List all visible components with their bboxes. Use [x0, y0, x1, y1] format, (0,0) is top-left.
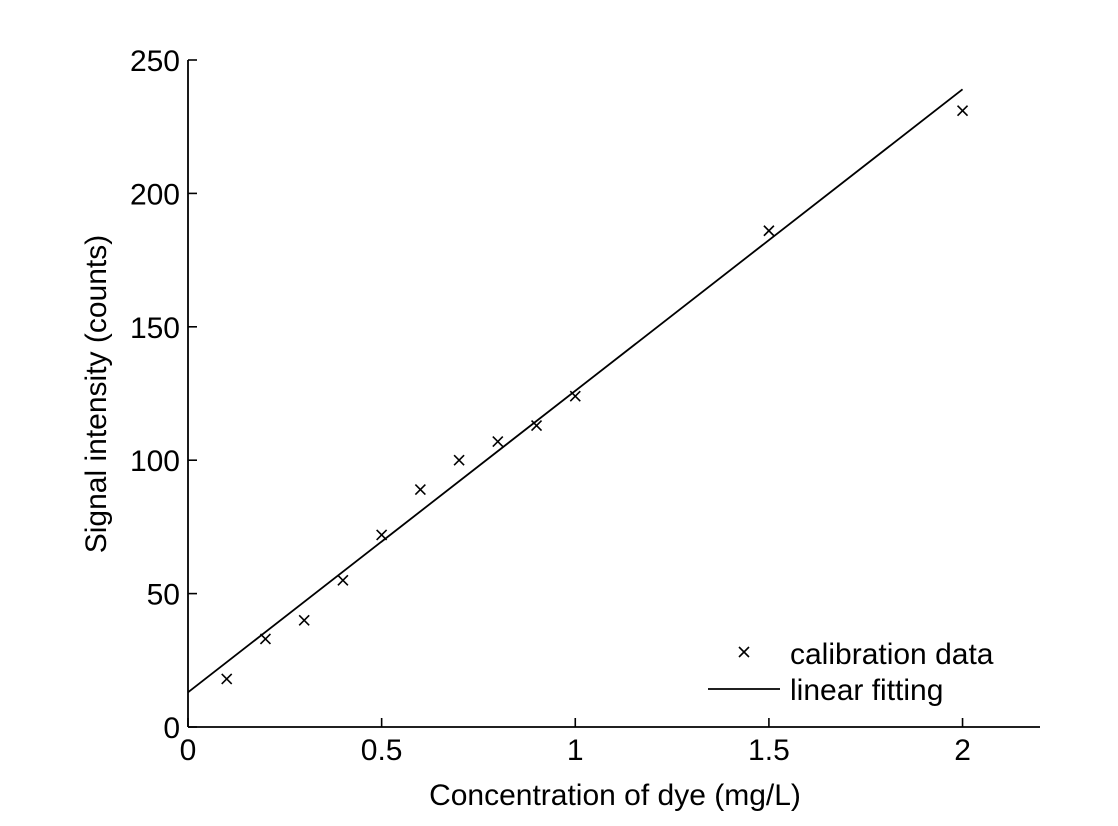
calibration-data-point: [492, 435, 504, 448]
legend-label-calibration-data: calibration data: [790, 638, 994, 671]
legend-marker-calibration-data: [738, 646, 750, 658]
x-tick-label: 0.5: [361, 734, 403, 767]
calibration-data-point: [298, 614, 310, 626]
calibration-data-point: [763, 225, 775, 237]
point-stroke: [530, 419, 543, 432]
point-stroke: [259, 633, 272, 645]
point-stroke: [569, 390, 581, 402]
y-axis-title: Signal intensity (counts): [80, 235, 113, 554]
y-tick-label: 150: [130, 312, 180, 345]
x-axis-title: Concentration of dye (mg/L): [429, 779, 801, 812]
calibration-data-point: [221, 673, 233, 685]
data-points: [221, 105, 969, 685]
calibration-data-point: [337, 574, 349, 586]
calibration-data-point: [530, 419, 543, 432]
x-tick-label: 1.5: [748, 734, 790, 767]
point-stroke: [298, 614, 310, 626]
calibration-data-point: [414, 483, 426, 496]
fit-line-layer: [187, 88, 964, 694]
y-tick-label: 50: [147, 579, 180, 612]
calibration-data-point: [569, 390, 581, 402]
point-stroke: [453, 454, 465, 466]
calibration-data-point: [376, 529, 388, 541]
linear-fitting-line: [187, 88, 964, 694]
point-stroke: [221, 673, 233, 685]
legend-marker-stroke: [738, 646, 750, 658]
y-tick-label: 200: [130, 178, 180, 211]
calibration-data-point: [956, 105, 969, 117]
x-tick-label: 0: [180, 734, 197, 767]
legend-label-linear-fitting: linear fitting: [790, 674, 943, 707]
legend: calibration data linear fitting: [708, 638, 994, 707]
point-stroke: [337, 574, 349, 586]
y-tick-label: 0: [163, 712, 180, 745]
x-tick-label: 1: [567, 734, 584, 767]
axes: [187, 60, 1040, 728]
point-stroke: [376, 529, 388, 541]
point-stroke: [414, 483, 426, 496]
calibration-data-point: [453, 454, 465, 466]
point-stroke: [492, 435, 504, 448]
calibration-data-point: [259, 633, 272, 645]
ticks: 0 0.5 1 1.5 2 0 50 100 150 200 250: [130, 45, 971, 767]
y-tick-label: 250: [130, 45, 180, 78]
point-stroke: [956, 105, 969, 117]
y-tick-label: 100: [130, 445, 180, 478]
point-stroke: [763, 225, 775, 237]
x-tick-label: 2: [954, 734, 971, 767]
